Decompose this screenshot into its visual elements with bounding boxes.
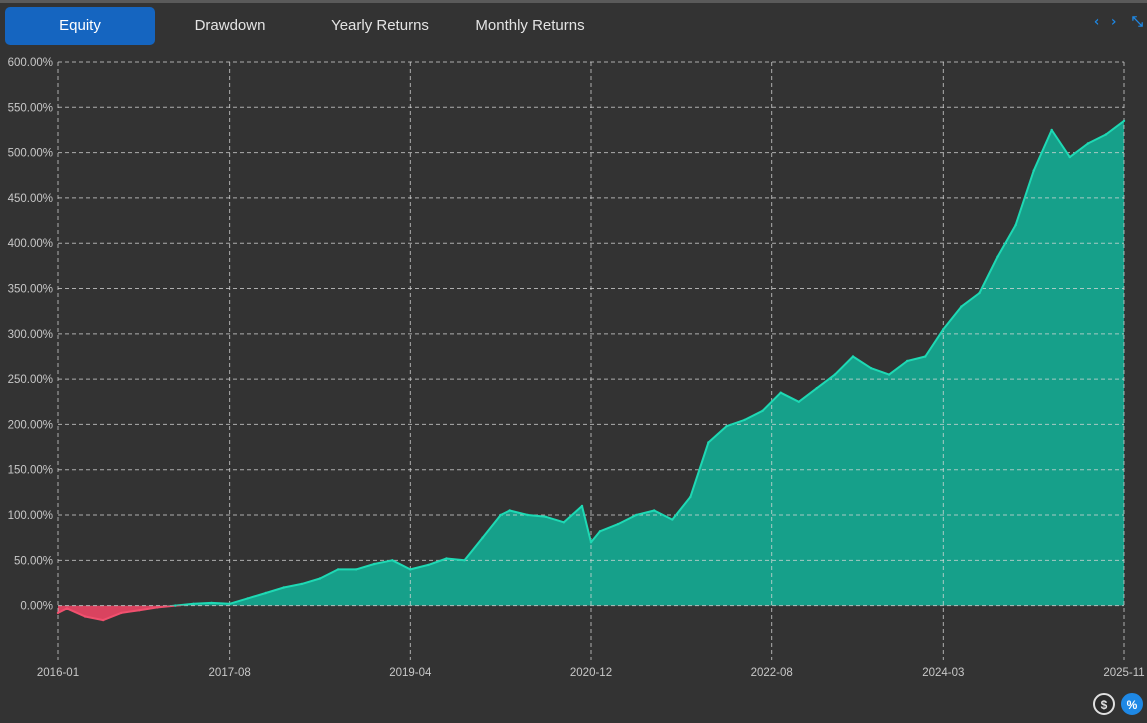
equity-data-point: [869, 367, 873, 370]
equity-data-point: [192, 602, 195, 605]
equity-data-point: [1086, 142, 1090, 145]
equity-data-point: [906, 359, 909, 363]
equity-data-point: [499, 513, 502, 517]
equity-data-point: [156, 606, 159, 609]
equity-data-point: [526, 513, 529, 517]
equity-data-point: [924, 355, 927, 358]
equity-data-point: [264, 591, 267, 595]
y-tick-label: 100.00%: [8, 510, 53, 522]
equity-data-point: [120, 611, 123, 615]
equity-data-point: [562, 521, 566, 524]
y-tick-label: 450.00%: [8, 193, 53, 205]
equity-data-point: [210, 601, 213, 605]
equity-data-point: [1050, 128, 1053, 132]
equity-data-point: [942, 328, 945, 331]
equity-data-point: [354, 568, 358, 571]
equity-data-point: [616, 522, 620, 526]
equity-data-point: [318, 577, 322, 580]
equity-data-point: [83, 615, 87, 618]
equity-data-point: [463, 559, 466, 562]
equity-data-point: [978, 291, 981, 295]
tab-monthly-returns[interactable]: Monthly Returns: [475, 17, 585, 34]
y-tick-label: 600.00%: [8, 57, 53, 69]
equity-data-point: [960, 305, 963, 308]
tab-yearly-returns[interactable]: Yearly Returns: [331, 17, 429, 34]
y-tick-label: 0.00%: [20, 601, 53, 613]
top-border: [0, 0, 1147, 3]
equity-data-point: [1104, 133, 1108, 136]
y-tick-label: 350.00%: [8, 284, 53, 296]
equity-data-point: [761, 409, 764, 412]
y-tick-label: 250.00%: [8, 374, 53, 386]
x-tick-label: 2019-04: [389, 667, 432, 679]
equity-data-point: [174, 604, 177, 607]
equity-data-point: [725, 425, 728, 428]
equity-data-point: [228, 602, 231, 605]
y-tick-label: 400.00%: [8, 238, 53, 250]
equity-data-point: [1032, 169, 1035, 172]
percent-mode-button[interactable]: %: [1121, 693, 1143, 715]
equity-area-positive: [58, 120, 1124, 606]
equity-data-point: [833, 373, 837, 376]
x-tick-label: 2022-08: [751, 667, 793, 679]
equity-data-point: [391, 559, 394, 562]
equity-data-point: [336, 568, 340, 571]
equity-data-point: [65, 607, 69, 610]
y-tick-label: 550.00%: [8, 102, 53, 114]
equity-data-point: [427, 563, 430, 567]
equity-data-point: [544, 515, 547, 518]
equity-data-point: [598, 530, 602, 533]
equity-data-point: [300, 582, 304, 586]
equity-data-point: [996, 255, 999, 258]
x-tick-label: 2016-01: [37, 667, 79, 679]
equity-data-point: [671, 518, 674, 521]
y-tick-label: 150.00%: [8, 465, 53, 477]
equity-data-point: [445, 557, 448, 560]
tab-bar: Equity Drawdown Yearly Returns Monthly R…: [5, 7, 605, 45]
equity-data-point: [580, 504, 584, 508]
unit-toggle: $ %: [1093, 693, 1143, 715]
equity-data-point: [689, 495, 692, 499]
chart-controls: ‹ › ⤡: [1093, 14, 1144, 30]
equity-data-point: [815, 387, 818, 390]
equity-data-point: [1014, 223, 1017, 227]
equity-data-point: [481, 536, 484, 539]
y-tick-label: 300.00%: [8, 329, 53, 341]
equity-data-point: [246, 597, 249, 600]
equity-data-point: [653, 509, 656, 512]
tab-drawdown[interactable]: Drawdown: [194, 17, 266, 34]
x-tick-label: 2024-03: [922, 667, 964, 679]
equity-data-point: [373, 562, 376, 566]
x-tick-label: 2017-08: [209, 667, 251, 679]
equity-data-point: [797, 400, 800, 403]
y-tick-label: 500.00%: [8, 148, 53, 160]
equity-data-point: [743, 418, 746, 422]
y-tick-label: 200.00%: [8, 419, 53, 431]
equity-data-point: [887, 373, 891, 376]
equity-data-point: [589, 541, 593, 544]
x-tick-label: 2020-12: [570, 667, 612, 679]
equity-data-point: [56, 611, 60, 615]
code-icon[interactable]: ‹ ›: [1092, 14, 1118, 30]
equity-data-point: [409, 568, 412, 571]
equity-data-point: [102, 618, 105, 622]
equity-data-point: [851, 355, 855, 358]
equity-data-point: [508, 509, 511, 512]
collapse-icon[interactable]: ⤡: [1131, 14, 1143, 30]
equity-data-point: [779, 391, 782, 394]
equity-data-point: [1122, 119, 1126, 123]
x-tick-label: 2025-11: [1103, 667, 1144, 679]
equity-line-positive: [164, 120, 1125, 606]
equity-data-point: [707, 441, 710, 444]
tab-equity[interactable]: Equity: [5, 7, 155, 45]
equity-data-point: [282, 586, 285, 589]
dollar-mode-button[interactable]: $: [1093, 693, 1115, 715]
y-tick-label: 50.00%: [14, 555, 53, 567]
equity-data-point: [1068, 155, 1072, 159]
equity-data-point: [635, 513, 638, 517]
equity-data-point: [138, 609, 141, 612]
